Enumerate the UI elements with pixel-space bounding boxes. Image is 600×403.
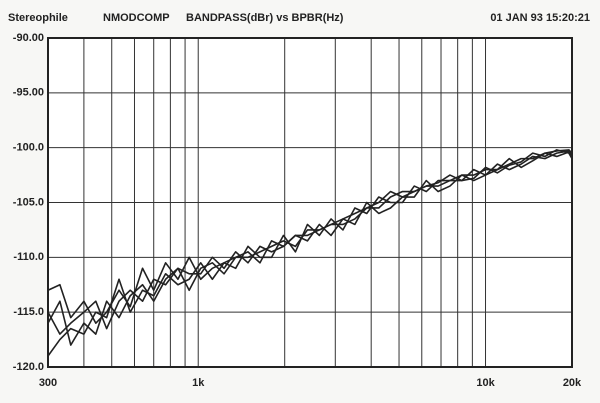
header-text: NMODCOMP	[103, 12, 170, 24]
data-line	[47, 149, 573, 346]
plot-frame	[47, 37, 573, 368]
y-tick-label: -90.00	[13, 32, 44, 44]
y-tick-label: -115.0	[13, 306, 44, 318]
y-tick-label: -110.0	[13, 251, 44, 263]
y-tick-label: -105.0	[13, 196, 44, 208]
x-tick-label: 300	[39, 377, 57, 389]
y-tick-label: -120.0	[13, 361, 44, 373]
header-text: Stereophile	[8, 12, 68, 24]
x-tick-label: 20k	[563, 377, 582, 389]
x-tick-label: 10k	[476, 377, 495, 389]
header-text: BANDPASS(dBr) vs BPBR(Hz)	[186, 12, 344, 24]
data-line	[47, 151, 573, 357]
y-tick-label: -100.0	[13, 142, 44, 154]
x-tick-label: 1k	[192, 377, 205, 389]
header-text: 01 JAN 93 15:20:21	[490, 12, 590, 24]
y-tick-label: -95.00	[13, 87, 44, 99]
